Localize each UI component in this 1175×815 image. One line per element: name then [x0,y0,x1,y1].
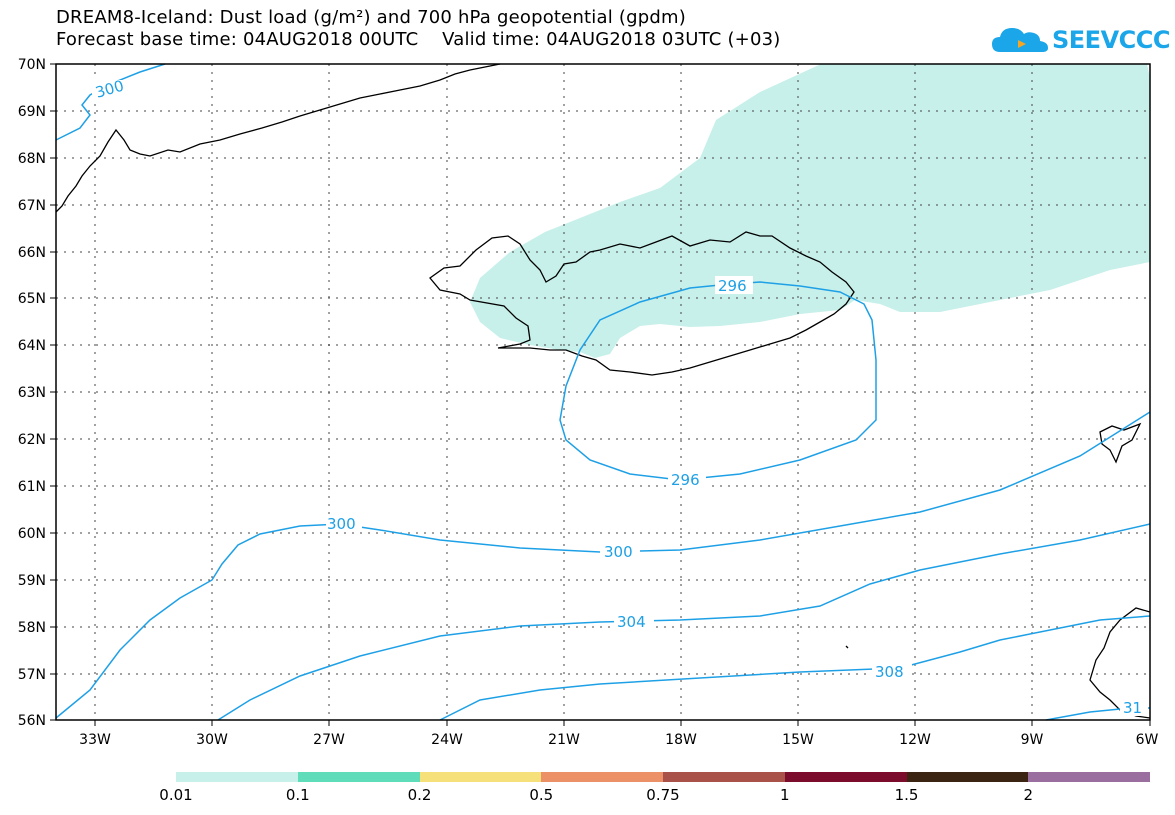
lon-label: 6W [1136,732,1159,748]
contour-300-south [55,411,1151,719]
colorbar-segment [906,772,1029,782]
lat-label: 60N [18,526,46,542]
lat-label: 70N [18,57,46,73]
lat-label: 66N [18,245,46,261]
lon-label: 27W [313,732,345,748]
colorbar-label: 0.01 [159,786,193,804]
dust-load-area [470,64,1150,358]
lat-label: 56N [18,713,46,729]
lon-label: 24W [431,732,463,748]
colorbar-segment [1028,772,1150,782]
lat-label: 63N [18,385,46,401]
lon-label: 15W [782,732,814,748]
colorbar-label: 0.75 [646,786,680,804]
lat-label: 58N [18,620,46,636]
lat-label: 57N [18,667,46,683]
latitude-labels: 70N 69N 68N 67N 66N 65N 64N 63N 62N 61N … [18,57,46,729]
colorbar-segment [663,772,785,782]
contour-label: 300 [327,515,356,533]
lon-label: 9W [1021,732,1044,748]
contour-label: 31 [1123,699,1142,717]
lat-label: 59N [18,573,46,589]
colorbar-segment [784,772,907,782]
gridlines [56,64,1150,720]
lat-label: 65N [18,291,46,307]
logo-text: SEEVCCC [1052,26,1171,54]
map-subtitle: Forecast base time: 04AUG2018 00UTC Vali… [56,29,781,50]
contour-label: 308 [875,663,904,681]
contour-label: 296 [671,471,700,489]
iceland-coast [429,231,855,376]
lon-label: 30W [196,732,228,748]
colorbar-label: 0.1 [285,786,310,804]
map-title: DREAM8-Iceland: Dust load (g/m²) and 700… [56,7,686,28]
greenland-coast [55,63,501,213]
colorbar-label: 1.5 [894,786,919,804]
contour-label: 304 [617,613,646,631]
colorbar-segment [541,772,663,782]
contour-labels: 300 300 300 296 296 304 308 31 [92,77,1148,717]
colorbar-segment [419,772,542,782]
colorbar-segment [176,772,298,782]
dust-load-colorbar [176,772,1150,782]
tick-marks [50,63,1151,726]
contour-300-north [55,63,166,141]
colorbar-segment [297,772,420,782]
colorbar-label: 1 [779,786,790,804]
colorbar-label: 0.5 [529,786,554,804]
contour-label: 300 [604,543,633,561]
lon-label: 21W [548,732,580,748]
lat-label: 68N [18,151,46,167]
contour-308 [439,615,1151,721]
colorbar-label: 2 [1023,786,1034,804]
lon-label: 33W [79,732,111,748]
lon-label: 12W [899,732,931,748]
seevccc-logo: SEEVCCC [990,20,1171,60]
contour-304 [217,523,1151,721]
contour-296 [559,281,877,481]
faroe-islands [1099,422,1142,464]
colorbar-label: 0.2 [407,786,432,804]
jan-mayen-dot [845,645,849,649]
map-panel: 300 300 300 296 296 304 308 31 [18,57,1159,748]
lon-label: 18W [665,732,697,748]
lat-label: 64N [18,338,46,354]
lat-label: 67N [18,198,46,214]
lat-label: 62N [18,432,46,448]
lat-label: 69N [18,104,46,120]
cloud-icon [992,28,1048,52]
contour-label: 296 [718,277,747,295]
longitude-labels: 33W 30W 27W 24W 21W 18W 15W 12W 9W 6W [79,732,1158,748]
lat-label: 61N [18,479,46,495]
